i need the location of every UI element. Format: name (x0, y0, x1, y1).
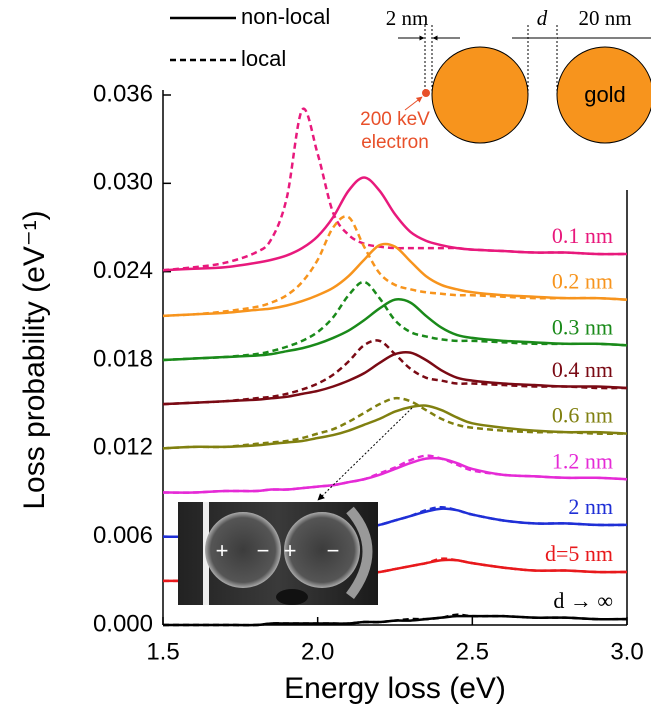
inset-sphere (284, 512, 360, 588)
schematic: 2 nm d 20 nm gold 200 keV electron (360, 6, 651, 153)
inset-field (276, 589, 308, 605)
y-tick-label: 0.024 (93, 257, 153, 284)
local-line (162, 280, 628, 362)
non-local-line (162, 298, 628, 362)
series-label: d=5 nm (545, 541, 613, 566)
inset-pointer (317, 407, 413, 501)
material-label: gold (584, 82, 626, 107)
inset-charge: + (216, 538, 229, 563)
x-tick-label: 3.0 (610, 638, 643, 665)
local-line (162, 339, 628, 406)
diameter-label: 20 nm (578, 6, 631, 30)
series-label: 0.4 nm (552, 357, 613, 382)
series-label: 0.1 nm (552, 223, 613, 248)
y-axis-label: Loss probability (eV⁻¹) (18, 210, 51, 509)
electron-dot (422, 89, 430, 97)
plot-area: 0.000 0.006 0.012 0.018 0.024 0.030 0.036 1.5 2.… (93, 80, 644, 665)
y-tick-label: 0.000 (93, 610, 153, 637)
separation-label: d (537, 6, 548, 30)
series-label: d → ∞ (553, 588, 613, 613)
legend-label: local (241, 46, 286, 71)
y-tick-label: 0.006 (93, 522, 153, 549)
y-tick-label: 0.030 (93, 169, 153, 196)
gap-size-label: 2 nm (386, 6, 429, 30)
series-label: 0.2 nm (552, 269, 613, 294)
legend-label: non-local (241, 4, 330, 29)
non-local-line (162, 456, 628, 494)
inset-charge: + (284, 538, 297, 563)
inset-charge: − (327, 538, 340, 563)
inset-charge: − (257, 538, 270, 563)
non-local-line (162, 350, 628, 406)
series-label: 0.6 nm (552, 403, 613, 428)
local-line (162, 396, 628, 450)
local-line (162, 215, 628, 318)
non-local-line (162, 176, 628, 272)
y-tick-label: 0.036 (93, 80, 153, 107)
non-local-line (162, 242, 628, 318)
inset-field (345, 506, 373, 600)
x-tick-label: 2.5 (456, 638, 489, 665)
series-label: 1.2 nm (552, 448, 613, 473)
inset-sphere (205, 512, 281, 588)
electron-label: electron (361, 132, 429, 153)
series-label: 2 nm (568, 494, 613, 519)
electron-arrow (404, 96, 423, 111)
electron-label: 200 keV (360, 109, 430, 130)
x-tick-label: 1.5 (146, 638, 179, 665)
non-local-line (162, 404, 628, 450)
gold-sphere (431, 46, 529, 144)
x-tick-label: 2.0 (301, 638, 334, 665)
series-label: 0.3 nm (552, 314, 613, 339)
x-axis-label: Energy loss (eV) (284, 672, 506, 705)
inset-image: + − + − (178, 502, 378, 605)
y-tick-label: 0.012 (93, 434, 153, 461)
y-tick-label: 0.018 (93, 345, 153, 372)
non-local-line (163, 614, 628, 627)
